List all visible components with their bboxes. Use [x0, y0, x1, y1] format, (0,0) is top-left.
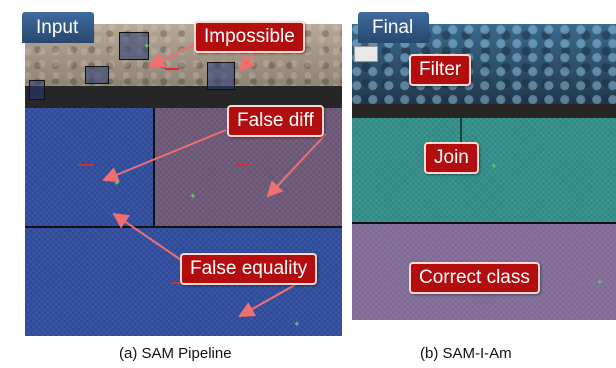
label-join: Join	[424, 142, 479, 174]
point-marker: ✦	[596, 277, 604, 287]
class-marker	[165, 68, 179, 70]
legend-box	[354, 46, 378, 62]
segment-border	[153, 108, 155, 228]
label-correct-class: Correct class	[409, 262, 540, 294]
segment-border	[352, 222, 616, 224]
class-marker	[171, 282, 185, 284]
mask-box	[85, 66, 109, 84]
label-filter: Filter	[409, 54, 472, 86]
label-impossible: Impossible	[194, 21, 305, 53]
point-marker: ✦	[293, 319, 301, 329]
class-marker	[79, 164, 93, 166]
dark-strip	[25, 86, 342, 108]
segment-border	[25, 226, 342, 228]
tab-final: Final	[358, 12, 430, 43]
label-false-equality: False equality	[180, 253, 318, 285]
point-marker: ✦	[113, 178, 121, 188]
class-marker	[235, 164, 249, 166]
point-marker: ✦	[189, 191, 197, 201]
point-marker: ✦	[143, 41, 151, 51]
caption-b: (b) SAM-I-Am	[420, 345, 512, 362]
mask-box	[29, 80, 45, 100]
label-false-diff: False diff	[227, 105, 324, 137]
dark-strip	[352, 104, 616, 118]
tab-input: Input	[22, 12, 95, 43]
mask-box	[207, 62, 235, 90]
blue-mesh-region-left	[25, 108, 153, 226]
mask-box	[119, 32, 149, 60]
panel-sam-pipeline: ✦ ✦ ✦ ✦	[25, 24, 342, 336]
joined-region	[352, 118, 616, 222]
caption-a: (a) SAM Pipeline	[119, 345, 232, 362]
point-marker: ✦	[490, 161, 498, 171]
